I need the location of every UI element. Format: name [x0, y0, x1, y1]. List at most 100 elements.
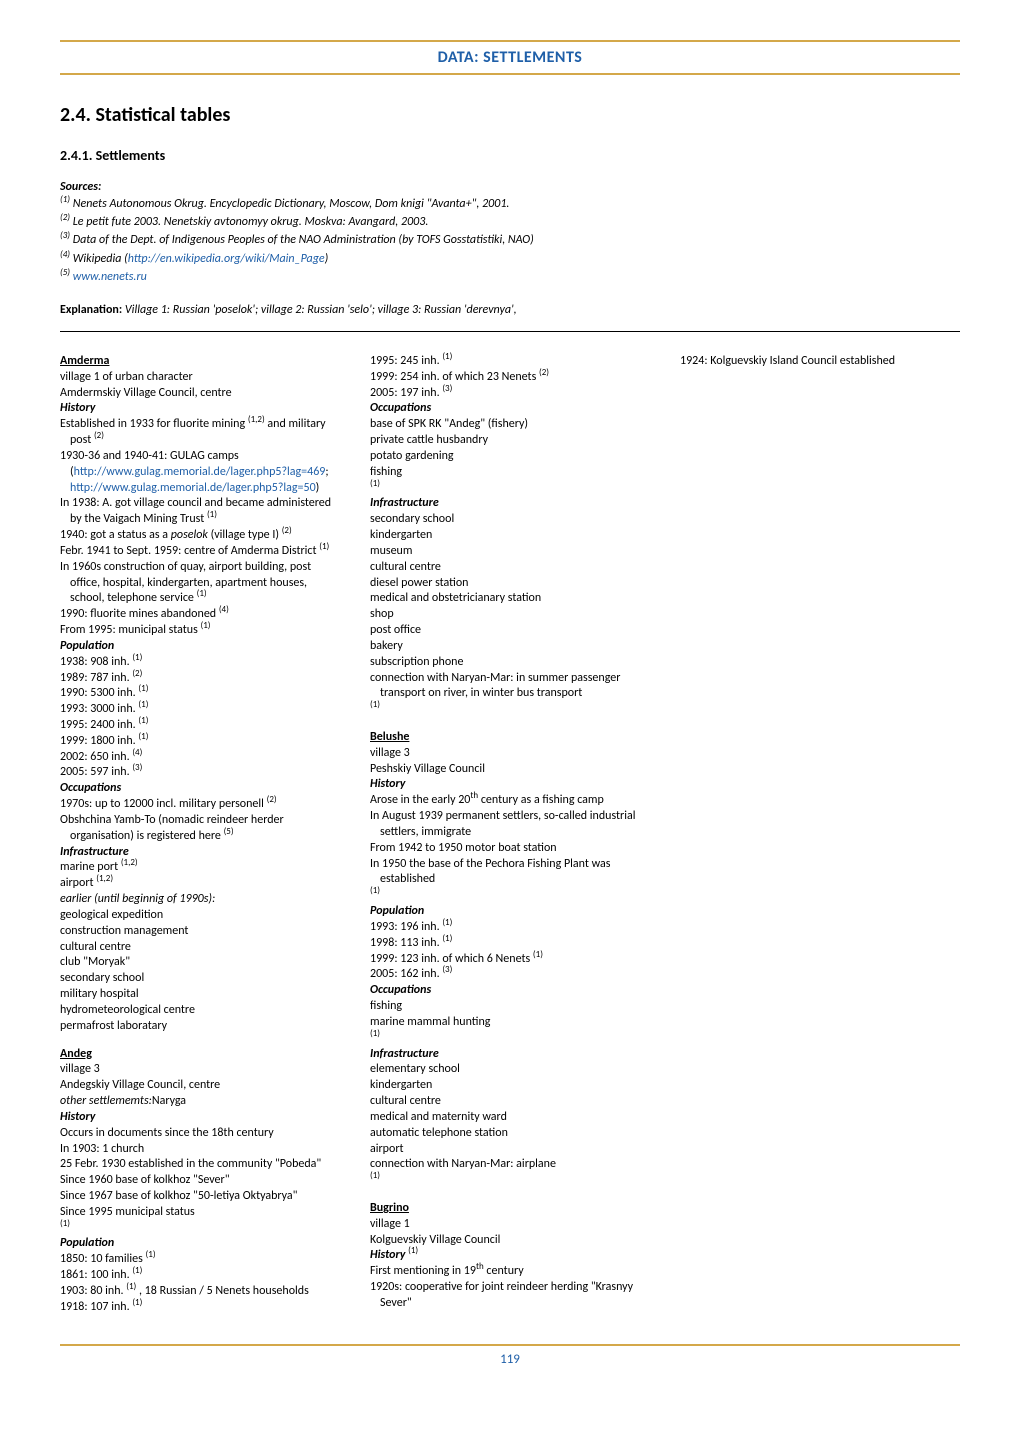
content-line: Arose in the early 20th century as a fis… — [370, 793, 650, 809]
source-line: (5) www.nenets.ru — [60, 267, 960, 285]
subheading: Infrastructure — [60, 845, 340, 861]
divider — [60, 331, 960, 332]
settlement-name: Bugrino — [370, 1201, 650, 1217]
content-line: village 3 — [60, 1062, 340, 1078]
source-line: (4) Wikipedia (http://en.wikipedia.org/w… — [60, 249, 960, 267]
content-line: automatic telephone station — [370, 1126, 650, 1142]
content-line: club "Moryak" — [60, 955, 340, 971]
gap — [370, 718, 650, 730]
content-line: 2002: 650 inh. (4) — [60, 750, 340, 766]
settlement-name: Belushe — [370, 730, 650, 746]
content-line: bakery — [370, 639, 650, 655]
content-line: permafrost laboratary — [60, 1019, 340, 1035]
subheading: Infrastructure — [370, 496, 650, 512]
content-line: subscription phone — [370, 655, 650, 671]
content-line: In 1938: A. got village council and beca… — [60, 496, 340, 528]
content-line: 2005: 597 inh. (3) — [60, 765, 340, 781]
content-line: secondary school — [60, 971, 340, 987]
sources-list: (1) Nenets Autonomous Okrug. Encyclopedi… — [60, 194, 960, 285]
content-line: village 1 — [370, 1217, 650, 1233]
gap — [60, 1035, 340, 1047]
content-line: earlier (until beginnig of 1990s): — [60, 892, 340, 908]
content-line: In 1960s construction of quay, airport b… — [60, 560, 340, 607]
sources-label: Sources: — [60, 180, 960, 194]
content-line: Since 1967 base of kolkhoz "50-letiya Ok… — [60, 1189, 340, 1205]
content-line: kindergarten — [370, 528, 650, 544]
subheading: Occupations — [370, 401, 650, 417]
content-line: fishing — [370, 999, 650, 1015]
content-line: 1995: 2400 inh. (1) — [60, 718, 340, 734]
content-line: airport (1,2) — [60, 876, 340, 892]
content-line: secondary school — [370, 512, 650, 528]
source-line: (3) Data of the Dept. of Indigenous Peop… — [60, 230, 960, 248]
content-line: 1903: 80 inh. (1) , 18 Russian / 5 Nenet… — [60, 1284, 340, 1300]
content-line: 1999: 123 inh. of which 6 Nenets (1) — [370, 952, 650, 968]
page-header: DATA: SETTLEMENTS — [60, 48, 960, 67]
content-line: hydrometeorological centre — [60, 1003, 340, 1019]
content-line: 1938: 908 inh. (1) — [60, 655, 340, 671]
content-line: cultural centre — [370, 1094, 650, 1110]
content-line: fishing — [370, 465, 650, 481]
content-line: First mentioning in 19th century — [370, 1264, 650, 1280]
content-line: Since 1995 municipal status — [60, 1205, 340, 1221]
content-line: 2005: 162 inh. (3) — [370, 967, 650, 983]
subheading: Occupations — [60, 781, 340, 797]
content-line: Occurs in documents since the 18th centu… — [60, 1126, 340, 1142]
content-line: elementary school — [370, 1062, 650, 1078]
content-line: connection with Naryan-Mar: in summer pa… — [370, 671, 650, 703]
content-line: Since 1960 base of kolkhoz "Sever" — [60, 1173, 340, 1189]
content-line: village 1 of urban character — [60, 370, 340, 386]
content-line: 1998: 113 inh. (1) — [370, 936, 650, 952]
content-line: construction management — [60, 924, 340, 940]
subheading: Population — [60, 1236, 340, 1252]
page-number: 119 — [500, 1352, 520, 1367]
content-line: kindergarten — [370, 1078, 650, 1094]
content-line: cultural centre — [60, 940, 340, 956]
content-line: Febr. 1941 to Sept. 1959: centre of Amde… — [60, 544, 340, 560]
content-line: Andegskiy Village Council, centre — [60, 1078, 340, 1094]
content-line: 1999: 1800 inh. (1) — [60, 734, 340, 750]
content-line: In 1950 the base of the Pechora Fishing … — [370, 857, 650, 889]
content-line: museum — [370, 544, 650, 560]
content-line: village 3 — [370, 746, 650, 762]
content-line: 1970s: up to 12000 incl. military person… — [60, 797, 340, 813]
content-line: 1850: 10 families (1) — [60, 1252, 340, 1268]
content-line: 1999: 254 inh. of which 23 Nenets (2) — [370, 370, 650, 386]
content-line: medical and maternity ward — [370, 1110, 650, 1126]
content-line: In 1903: 1 church — [60, 1142, 340, 1158]
subsection-title: 2.4.1. Settlements — [60, 147, 960, 164]
content-line: From 1942 to 1950 motor boat station — [370, 841, 650, 857]
content-line: potato gardening — [370, 449, 650, 465]
content-line: 1930-36 and 1940-41: GULAG camps (http:/… — [60, 449, 340, 496]
content-line: Obshchina Yamb-To (nomadic reindeer herd… — [60, 813, 340, 845]
content-line: connection with Naryan-Mar: airplane — [370, 1157, 650, 1173]
content-line: cultural centre — [370, 560, 650, 576]
content-line: Established in 1933 for fluorite mining … — [60, 417, 340, 449]
content-line: 1995: 245 inh. (1) — [370, 354, 650, 370]
settlement-name: Andeg — [60, 1047, 340, 1063]
subheading: History — [60, 401, 340, 417]
content-line: medical and obstetricianary station — [370, 591, 650, 607]
subheading: Population — [370, 904, 650, 920]
content-line: 1993: 3000 inh. (1) — [60, 702, 340, 718]
content-line: post office — [370, 623, 650, 639]
content-line: 2005: 197 inh. (3) — [370, 386, 650, 402]
content-line: (1) — [370, 888, 650, 904]
content-line: (1) — [60, 1221, 340, 1237]
content-line: 1993: 196 inh. (1) — [370, 920, 650, 936]
content-line: 1918: 107 inh. (1) — [60, 1300, 340, 1316]
content-line: Peshskiy Village Council — [370, 762, 650, 778]
content-line: Amdermskiy Village Council, centre — [60, 386, 340, 402]
content-line: 25 Febr. 1930 established in the communi… — [60, 1157, 340, 1173]
content-columns: Amdermavillage 1 of urban characterAmder… — [60, 354, 960, 1324]
content-line: From 1995: municipal status (1) — [60, 623, 340, 639]
explanation-label: Explanation: — [60, 303, 122, 317]
content-line: (1) — [370, 481, 650, 497]
source-line: (2) Le petit fute 2003. Nenetskiy avtono… — [60, 212, 960, 230]
subheading: Population — [60, 639, 340, 655]
content-line: geological expedition — [60, 908, 340, 924]
content-line: 1924: Kolguevskiy Island Council establi… — [680, 354, 960, 370]
content-line: other settlememts:Naryga — [60, 1094, 340, 1110]
subheading: Occupations — [370, 983, 650, 999]
content-line: marine mammal hunting — [370, 1015, 650, 1031]
